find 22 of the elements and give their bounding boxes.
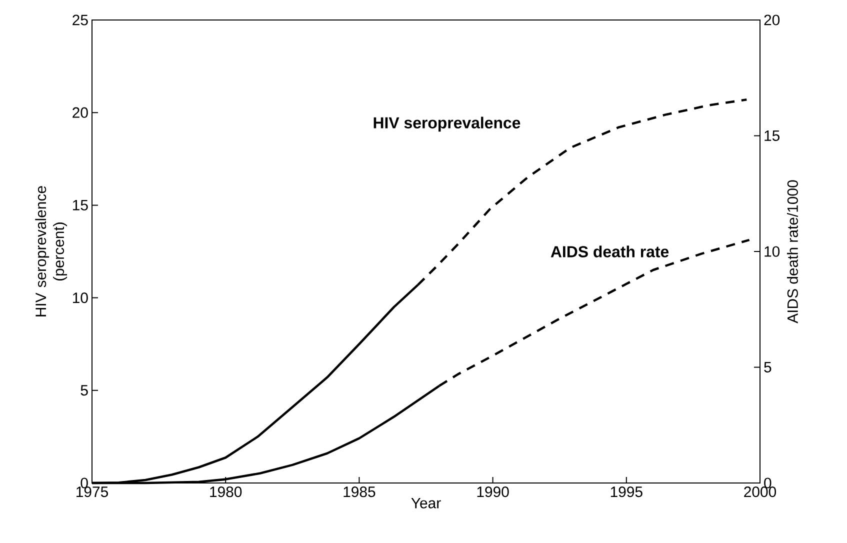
y2-tick-label: 0	[764, 478, 772, 488]
y2-tick-label: 5	[764, 362, 772, 372]
y-tick-label: 0	[80, 478, 88, 488]
y-tick-label: 15	[73, 200, 88, 210]
y-tick-label: 20	[72, 107, 88, 118]
y2-tick-label: 15	[764, 130, 780, 141]
y-axis-title: HIV seroprevalence (percent)	[35, 186, 68, 316]
text: HIV seroprevalence	[374, 116, 520, 132]
x-tick-label: 1975	[76, 486, 108, 498]
x-axis-title: Year	[411, 498, 441, 508]
x-tick-label: 2000	[744, 486, 776, 498]
series-label: AIDS death rate	[550, 246, 669, 258]
y-tick-label: 10	[73, 292, 88, 304]
y-tick-label: 5	[80, 385, 88, 396]
x-tick-label: 1980	[210, 486, 242, 498]
x-tick-label: 1985	[344, 486, 376, 498]
y2-tick-label: 10	[764, 246, 780, 257]
y-tick-label: 25	[72, 14, 88, 26]
x-tick-label: 1995	[610, 486, 642, 498]
y2-tick-label: 20	[764, 14, 780, 26]
y2-axis-title: AIDS death rate/1000	[786, 180, 798, 324]
x-tick-label: 1990	[477, 486, 509, 498]
